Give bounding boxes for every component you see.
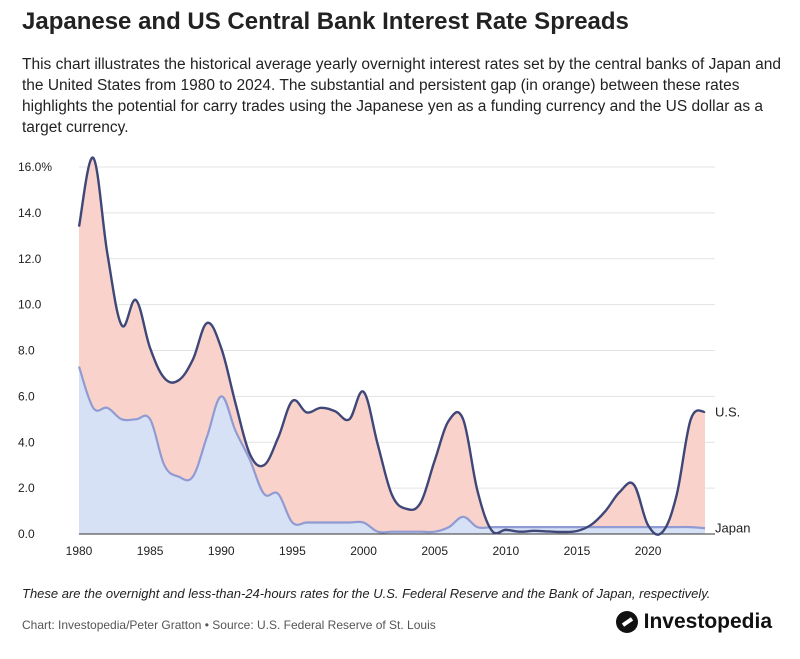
- investopedia-logo: Investopedia: [615, 610, 772, 634]
- x-tick-label: 1990: [208, 544, 235, 555]
- y-tick-label: 2.0: [18, 481, 35, 495]
- japan-rate-line: [77, 366, 706, 534]
- us-series-label: U.S.: [715, 405, 740, 420]
- y-tick-label: 14.0: [18, 206, 42, 220]
- y-axis-ticks: 0.0 2.0 4.0 6.0 8.0 10.0 12.0 14.0 16.0%: [18, 160, 52, 541]
- japan-series-label: Japan: [715, 520, 750, 535]
- x-tick-label: 2010: [492, 544, 519, 555]
- chart-source: Chart: Investopedia/Peter Gratton • Sour…: [22, 618, 436, 632]
- chart-subtitle: This chart illustrates the historical av…: [22, 56, 782, 136]
- x-tick-label: 1980: [66, 544, 93, 555]
- y-tick-label: 4.0: [18, 435, 35, 449]
- x-tick-label: 2015: [564, 544, 591, 555]
- investopedia-logo-icon: [615, 611, 638, 633]
- chart-footnote: These are the overnight and less-than-24…: [22, 586, 711, 601]
- chart-title: Japanese and US Central Bank Interest Ra…: [22, 8, 629, 35]
- y-tick-label: 6.0: [18, 389, 35, 403]
- us-rate-line: [77, 156, 706, 536]
- japan-area: [79, 366, 705, 534]
- x-tick-label: 1995: [279, 544, 306, 555]
- x-tick-label: 2020: [635, 544, 662, 555]
- investopedia-logo-text: Investopedia: [643, 610, 772, 633]
- y-tick-label: 8.0: [18, 344, 35, 358]
- x-tick-label: 2000: [350, 544, 377, 555]
- x-axis-ticks: 1980 1985 1990 1995 2000 2005 2010 2015 2020: [66, 544, 662, 555]
- interest-rate-chart: 0.02.04.06.08.010.012.014.016.0% 1980 198…: [18, 156, 750, 555]
- x-tick-label: 1985: [137, 544, 164, 555]
- spread-area: [79, 157, 705, 535]
- y-tick-label: 16.0%: [18, 160, 52, 174]
- y-tick-label: 0.0: [18, 527, 35, 541]
- y-tick-label: 12.0: [18, 252, 42, 266]
- y-tick-label: 10.0: [18, 298, 42, 312]
- x-tick-label: 2005: [421, 544, 448, 555]
